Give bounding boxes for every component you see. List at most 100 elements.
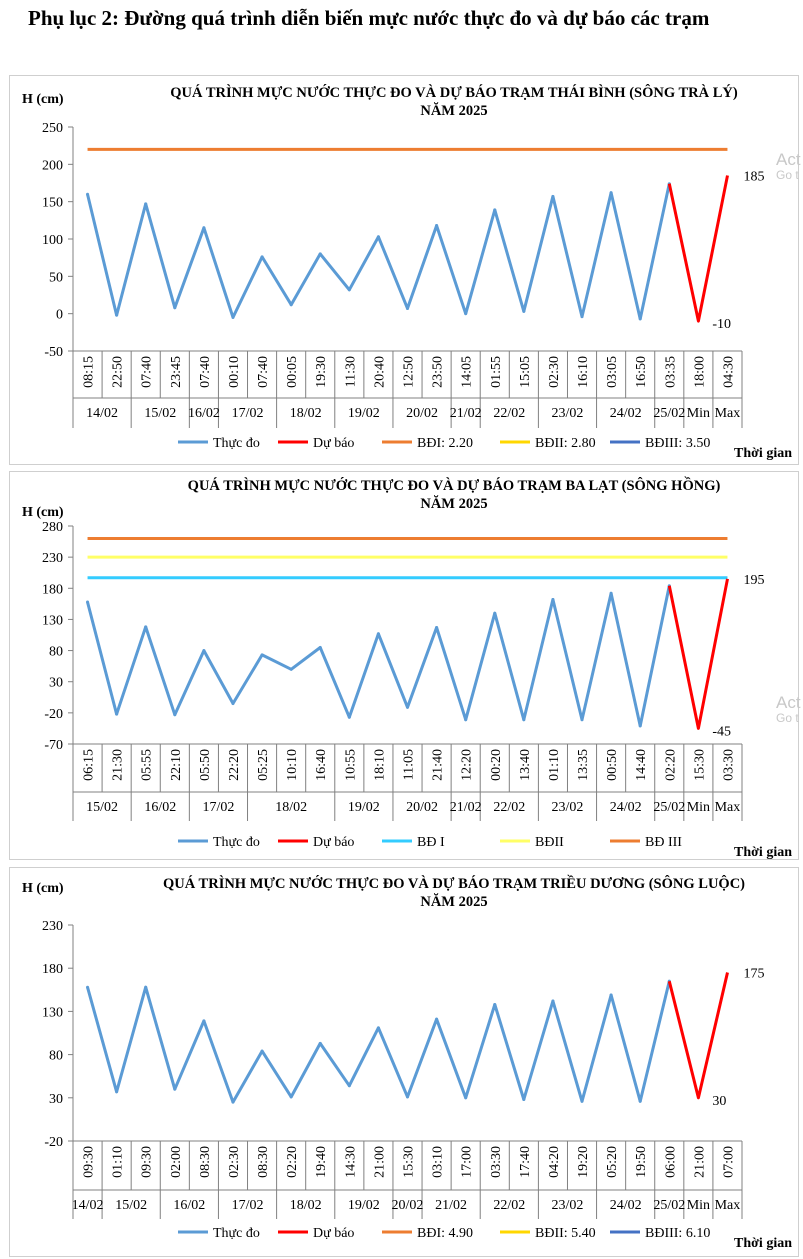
legend-label: Dự báo: [313, 1226, 354, 1241]
observed-point: [318, 645, 322, 649]
x-tick-label: 10:10: [285, 749, 300, 781]
chart-title: QUÁ TRÌNH MỰC NƯỚC THỰC ĐO VÀ DỰ BÁO TRẠ…: [170, 84, 738, 101]
observed-point: [318, 1041, 322, 1045]
observed-point: [347, 715, 351, 719]
observed-point: [173, 1087, 177, 1091]
observed-point: [493, 611, 497, 615]
x-axis-label: Thời gian: [734, 446, 792, 461]
x-tick-label: 06:15: [82, 749, 97, 781]
date-label: 25/02: [653, 406, 685, 421]
x-tick-label: 22:20: [227, 749, 242, 781]
series-forecast-line: [667, 972, 729, 1100]
observed-point: [406, 306, 409, 310]
x-tick-label: 05:55: [140, 749, 155, 781]
y-tick-label: -50: [44, 345, 63, 360]
observed-point: [435, 626, 439, 630]
observed-point: [464, 1096, 468, 1100]
y-tick-label: 230: [42, 551, 63, 566]
legend-label: BĐIII: 3.50: [645, 436, 710, 451]
x-tick-label: 00:50: [605, 749, 620, 781]
observed-point: [289, 303, 293, 307]
legend-label: BĐ I: [417, 835, 445, 850]
x-tick-label: 23:50: [431, 356, 446, 388]
y-tick-label: 150: [42, 196, 63, 211]
x-tick-label: 00:10: [227, 356, 242, 388]
date-label: 23/02: [552, 406, 584, 421]
x-tick-label: 18:10: [372, 749, 387, 781]
observed-point: [144, 985, 148, 989]
observed-point: [638, 1099, 642, 1103]
observed-point: [347, 1084, 351, 1088]
date-label: 17/02: [232, 1198, 264, 1213]
date-label: 22/02: [493, 800, 525, 815]
chart-svg: QUÁ TRÌNH MỰC NƯỚC THỰC ĐO VÀ DỰ BÁO TRẠ…: [22, 875, 792, 1251]
legend-label: BĐIII: 6.10: [645, 1226, 710, 1241]
chart-trieu-duong: QUÁ TRÌNH MỰC NƯỚC THỰC ĐO VÀ DỰ BÁO TRẠ…: [9, 867, 799, 1257]
date-label: 15/02: [115, 1198, 147, 1213]
y-tick-label: 50: [49, 270, 63, 285]
x-tick-label: 19:20: [576, 1146, 591, 1178]
date-label: 25/02: [653, 800, 685, 815]
y-axis-label: H (cm): [22, 881, 64, 896]
date-label: 19/02: [348, 406, 380, 421]
observed-point: [406, 705, 409, 709]
x-tick-label: 16:50: [634, 356, 649, 388]
chart-ba-lat: QUÁ TRÌNH MỰC NƯỚC THỰC ĐO VÀ DỰ BÁO TRẠ…: [9, 471, 799, 860]
y-tick-label: 30: [49, 676, 63, 691]
date-label: 19/02: [348, 1198, 380, 1213]
x-tick-label: 07:40: [198, 356, 213, 388]
observed-point: [115, 313, 119, 317]
y-tick-label: 130: [42, 1005, 63, 1020]
y-tick-label: 30: [49, 1092, 63, 1107]
x-tick-label: 03:10: [431, 1146, 446, 1178]
watermark-line-2: Go t: [776, 168, 799, 182]
legend-label: Thực đo: [213, 1226, 260, 1241]
observed-point: [609, 993, 613, 997]
legend-label: BĐI: 2.20: [417, 436, 473, 451]
x-tick-label: 11:30: [343, 356, 358, 387]
x-tick-label: 17:40: [518, 1146, 533, 1178]
date-label: 20/02: [406, 406, 438, 421]
observed-point: [144, 202, 148, 206]
forecast-max-label: 175: [743, 967, 764, 982]
x-tick-label: 10:55: [343, 749, 358, 781]
forecast-min-label: 30: [712, 1094, 726, 1109]
y-tick-label: 0: [56, 308, 63, 323]
chart-title: QUÁ TRÌNH MỰC NƯỚC THỰC ĐO VÀ DỰ BÁO TRẠ…: [163, 875, 745, 892]
series-observed-line: [86, 585, 671, 728]
observed-point: [260, 255, 264, 259]
observed-point: [86, 600, 90, 604]
x-tick-label: 22:10: [169, 749, 184, 781]
observed-point: [115, 712, 119, 716]
chart-svg: QUÁ TRÌNH MỰC NƯỚC THỰC ĐO VÀ DỰ BÁO TRẠ…: [22, 476, 792, 859]
x-tick-label: 20:40: [372, 356, 387, 388]
x-tick-label: 21:30: [111, 749, 126, 781]
date-label: 19/02: [348, 800, 380, 815]
x-tick-label: 01:10: [547, 749, 562, 781]
chart-thai-binh: QUÁ TRÌNH MỰC NƯỚC THỰC ĐO VÀ DỰ BÁO TRẠ…: [9, 75, 799, 465]
x-tick-label: 02:20: [285, 1146, 300, 1178]
x-tick-label: 02:30: [547, 356, 562, 388]
x-tick-label: 13:40: [518, 749, 533, 781]
y-tick-label: 200: [42, 158, 63, 173]
date-label: 15/02: [86, 800, 118, 815]
observed-point: [86, 985, 90, 989]
x-tick-label: 03:05: [605, 356, 620, 388]
observed-point: [173, 713, 177, 717]
observed-point: [202, 226, 206, 230]
series-forecast-line: [667, 175, 729, 323]
x-tick-label: 21:00: [372, 1146, 387, 1178]
x-tick-label: 03:30: [721, 749, 736, 781]
x-tick-label: 05:25: [256, 749, 271, 781]
x-tick-label: 08:30: [256, 1146, 271, 1178]
observed-point: [376, 632, 380, 636]
legend-label: Thực đo: [213, 835, 260, 850]
x-tick-label: 07:00: [721, 1146, 736, 1178]
x-tick-label: 19:30: [314, 356, 329, 388]
date-label: 14/02: [86, 406, 118, 421]
date-label: Max: [715, 406, 741, 421]
x-tick-label: 12:20: [460, 749, 475, 781]
x-tick-label: 08:30: [198, 1146, 213, 1178]
date-label: 21/02: [435, 1198, 467, 1213]
observed-point: [435, 1017, 439, 1021]
